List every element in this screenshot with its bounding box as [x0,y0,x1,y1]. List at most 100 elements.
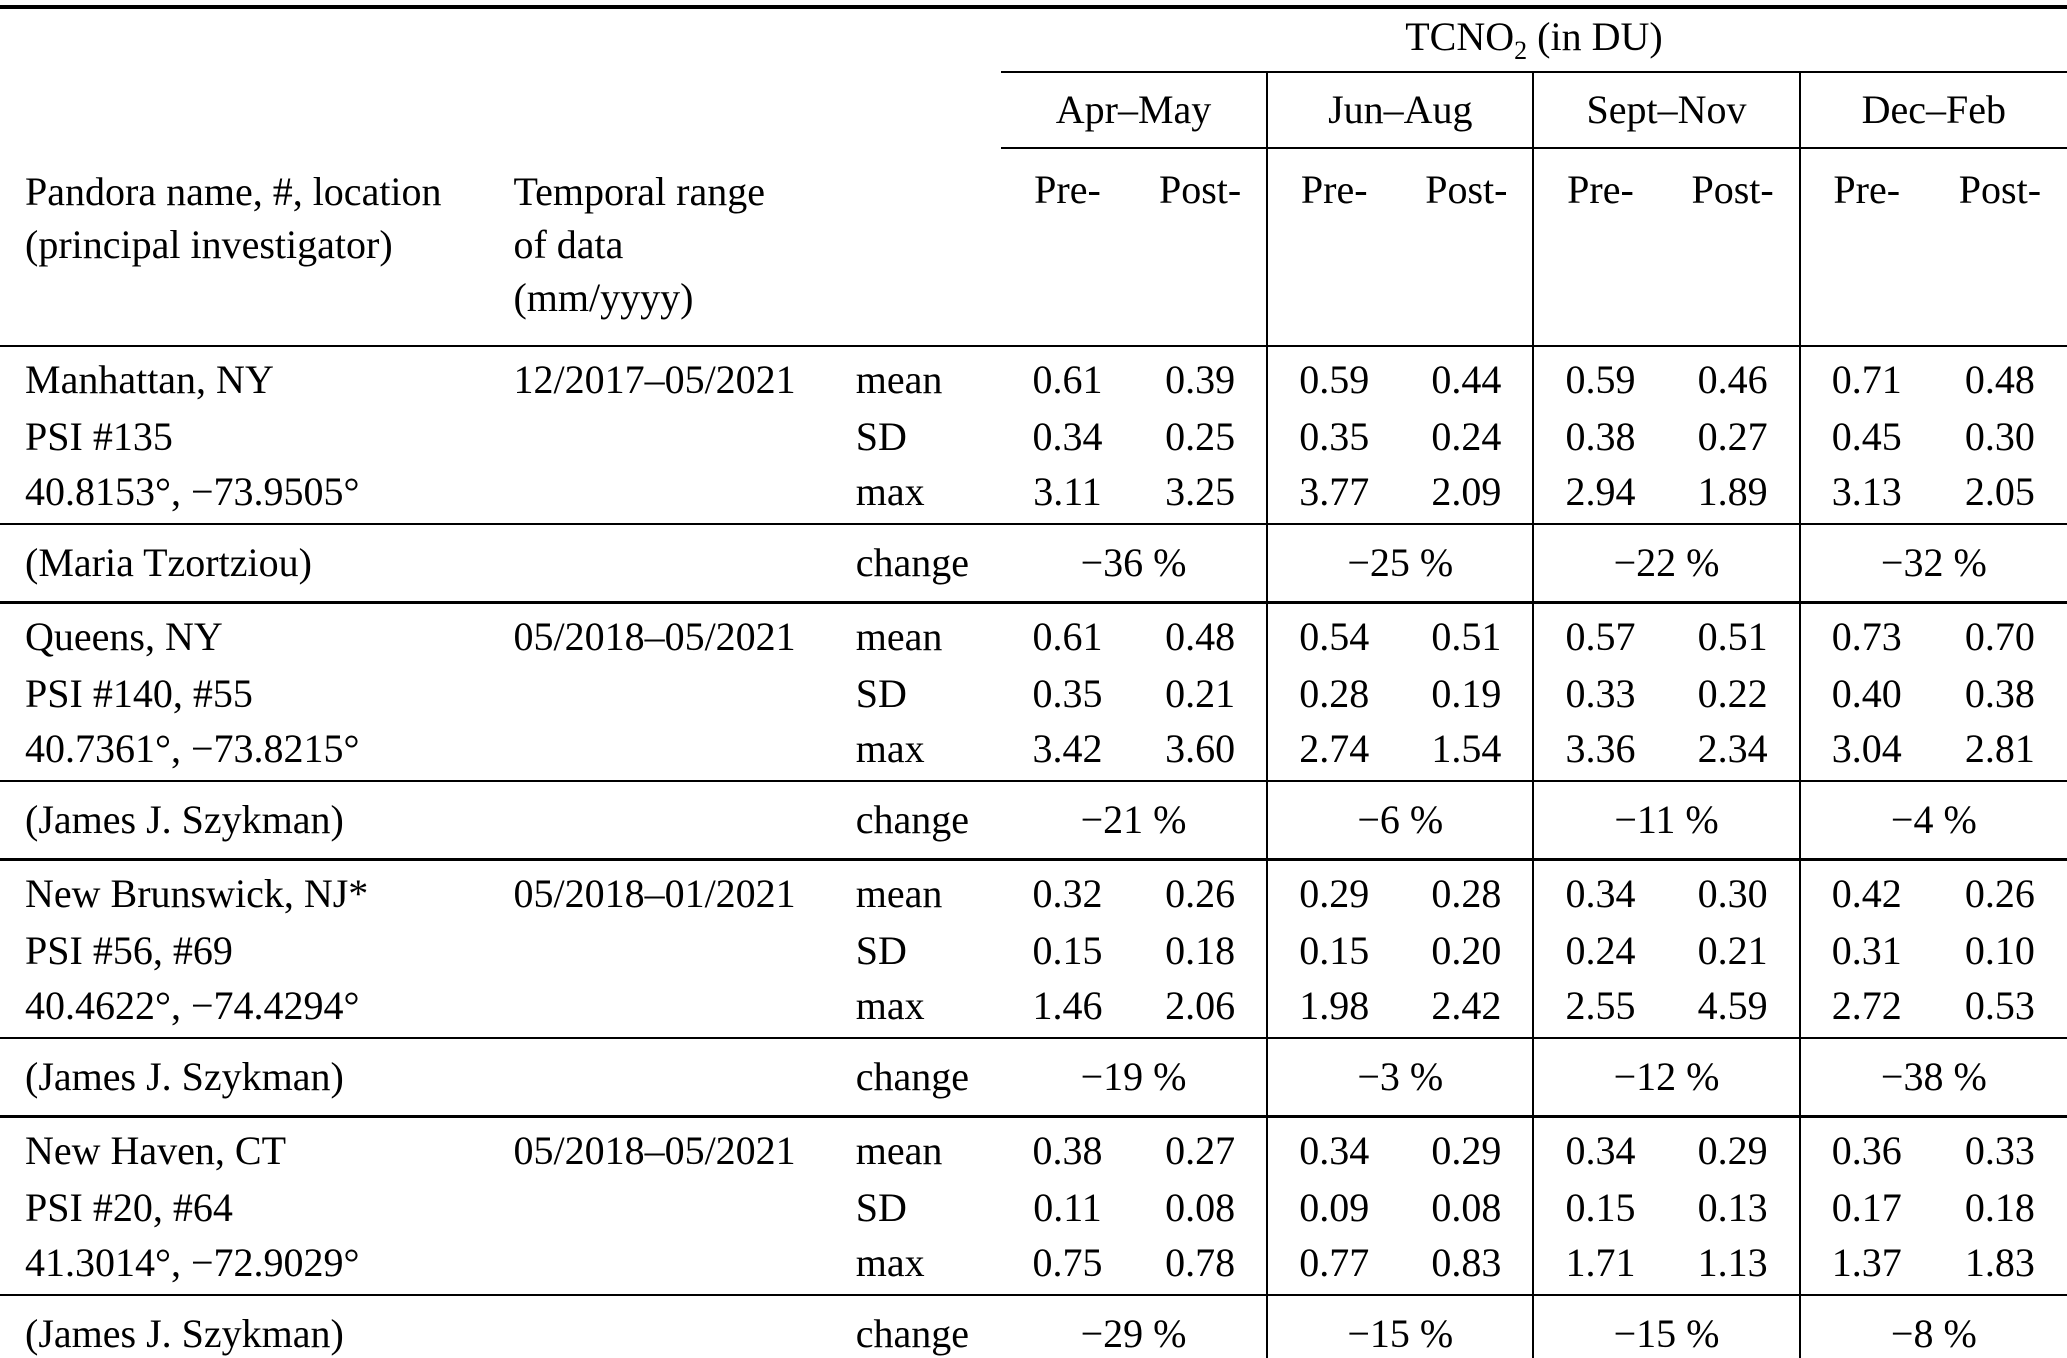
value-cell: 0.18 [1165,928,1236,973]
empty-cell [490,1295,856,1358]
value-cell: 1.83 [1932,1232,2067,1296]
value-cell: 4.59 [1666,975,1800,1039]
station-header-line2: (principal investigator) [25,221,393,267]
value-cell: 2.94 [1532,461,1667,525]
stat-label-max: max [855,1232,1001,1296]
change-cell: −29 % [1000,1295,1268,1358]
value-cell: 0.44 [1431,357,1502,402]
value-cell: 0.75 [1000,1232,1135,1296]
value-cell: 0.73 [1798,602,1933,670]
change-cell: −21 % [1000,781,1268,861]
change-cell: −12 % [1532,1038,1800,1118]
stat-label-mean: mean [855,357,943,402]
post-header: Post- [1666,148,1800,347]
stat-label-change: change [855,524,1001,604]
value-cell: 3.11 [1000,461,1135,525]
change-cell: −38 % [1798,1038,2067,1118]
stat-label-max: max [855,718,1001,782]
value-cell: 0.48 [1165,614,1236,659]
season-header-jun-aug: Jun–Aug [1266,72,1534,149]
value-cell: 0.18 [1964,1185,2035,1230]
station-name: New Brunswick, NJ* [25,871,369,916]
value-cell: 0.40 [1798,670,1933,718]
value-cell: 0.34 [1266,1116,1401,1184]
station-pi: (James J. Szykman) [0,1038,491,1118]
empty-cell [490,670,855,718]
value-cell: 2.81 [1932,718,2067,782]
value-cell: 0.21 [1697,928,1768,973]
value-cell: 1.71 [1532,1232,1667,1296]
stat-label-max: max [855,975,1001,1039]
value-cell: 0.33 [1964,1128,2035,1173]
value-cell: 2.55 [1532,975,1667,1039]
station-coordinates: 40.4622°, −74.4294° [0,975,491,1039]
change-cell: −32 % [1798,524,2067,604]
station-name: Manhattan, NY [25,357,274,402]
empty-cell [490,1232,856,1296]
value-cell: 0.20 [1431,928,1502,973]
value-cell: 0.21 [1165,671,1236,716]
value-cell: 2.06 [1134,975,1268,1039]
value-cell: 0.46 [1697,357,1768,402]
temporal-range: 05/2018–05/2021 [513,1128,796,1173]
range-header-line1: Temporal range [513,169,765,214]
value-cell: 0.39 [1165,357,1236,402]
season-header-apr-may: Apr–May [1000,72,1268,149]
range-header-line3: (mm/yyyy) [513,274,694,320]
value-cell: 2.74 [1266,718,1401,782]
temporal-range: 05/2018–05/2021 [513,614,796,659]
value-cell: 0.26 [1165,871,1236,916]
value-cell: 0.57 [1532,602,1667,670]
header-spacer [0,5,1001,72]
value-cell: 1.89 [1666,461,1800,525]
value-cell: 0.26 [1964,871,2035,916]
temporal-range: 05/2018–01/2021 [513,871,796,916]
change-cell: −19 % [1000,1038,1268,1118]
value-cell: 0.59 [1532,346,1667,413]
value-cell: 0.38 [1964,671,2035,716]
temporal-range: 12/2017–05/2021 [513,357,796,402]
value-cell: 0.15 [1532,1184,1667,1232]
value-cell: 0.51 [1697,614,1768,659]
empty-cell [490,524,856,604]
value-cell: 0.29 [1697,1128,1768,1173]
value-cell: 0.30 [1697,871,1768,916]
change-cell: −8 % [1798,1295,2067,1358]
stat-label-mean: mean [855,1128,943,1173]
value-cell: 0.28 [1431,871,1502,916]
station-name: Queens, NY [25,614,223,659]
value-cell: 0.61 [1032,357,1103,402]
station-coordinates: 40.8153°, −73.9505° [0,461,491,525]
value-cell: 0.13 [1697,1185,1768,1230]
value-cell: 3.77 [1266,461,1401,525]
change-cell: −25 % [1266,524,1534,604]
empty-cell [490,1038,856,1118]
empty-cell [490,1184,855,1232]
change-cell: −15 % [1266,1295,1534,1358]
value-cell: 0.17 [1798,1184,1933,1232]
change-cell: −4 % [1798,781,2067,861]
station-psi: PSI #56, #69 [25,928,233,973]
value-cell: 0.25 [1165,414,1236,459]
value-cell: 0.33 [1532,670,1667,718]
value-cell: 1.54 [1400,718,1534,782]
value-cell: 0.51 [1431,614,1502,659]
station-column-header: Pandora name, #, location (principal inv… [0,148,491,347]
value-cell: 0.29 [1266,859,1401,927]
post-header: Post- [1932,148,2067,347]
value-cell: 3.42 [1000,718,1135,782]
empty-cell [490,461,856,525]
change-cell: −6 % [1266,781,1534,861]
value-cell: 0.77 [1266,1232,1401,1296]
value-cell: 3.04 [1798,718,1933,782]
temporal-range-column-header: Temporal range of data (mm/yyyy) [490,148,856,347]
empty-cell [490,975,856,1039]
value-cell: 0.38 [1032,1128,1103,1173]
stat-label-sd: SD [855,414,907,459]
value-cell: 0.83 [1400,1232,1534,1296]
value-cell: 0.48 [1964,357,2035,402]
value-cell: 0.34 [1532,1116,1667,1184]
empty-cell [490,781,856,861]
group-title-main: TCNO [1405,14,1515,60]
value-cell: 3.60 [1134,718,1268,782]
